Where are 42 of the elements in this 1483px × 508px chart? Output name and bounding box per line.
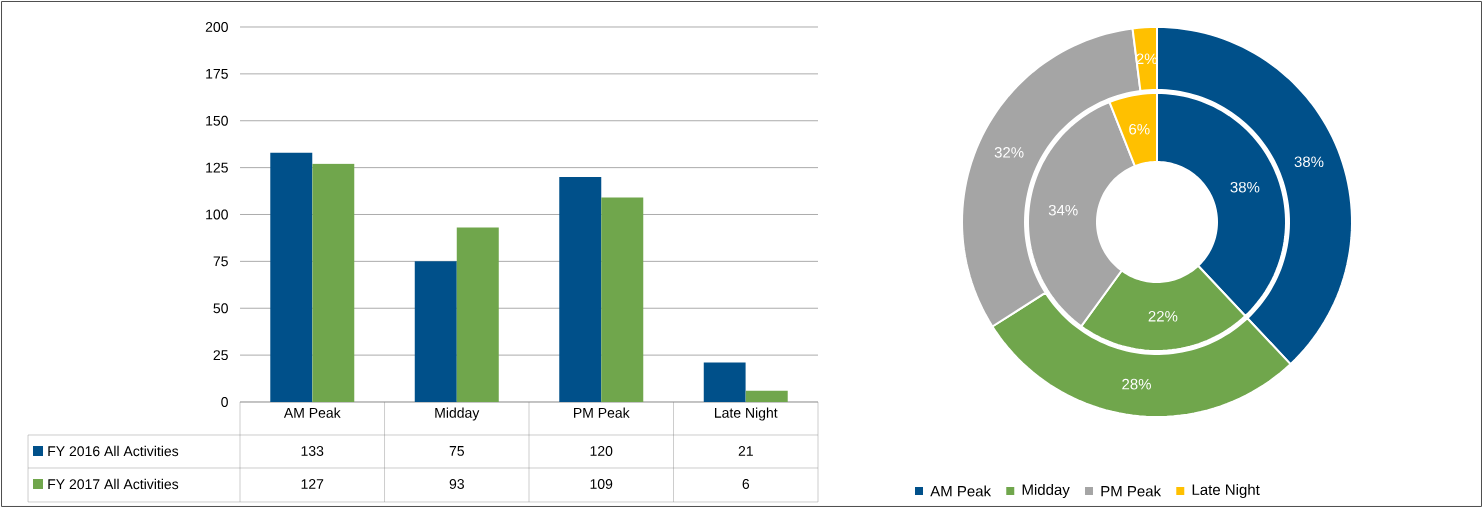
bar <box>414 261 457 402</box>
x-tick-label: Late Night <box>714 407 778 421</box>
data-label: 22% <box>1148 311 1178 322</box>
y-tick-label: 175 <box>206 68 228 79</box>
y-tick-label: 25 <box>213 350 228 361</box>
legend-label: Late Night <box>1192 483 1260 498</box>
x-tick-label: Midday <box>435 407 480 421</box>
data-label: 21 <box>738 446 753 456</box>
legend-label: AM Peak <box>930 485 992 497</box>
y-tick-label: 125 <box>206 162 228 173</box>
bar <box>703 362 746 402</box>
bar <box>745 390 788 402</box>
bar <box>270 152 313 402</box>
data-label: 6 <box>742 479 750 489</box>
data-label: 93 <box>449 479 464 489</box>
y-tick-label: 75 <box>213 256 228 267</box>
data-label: 6% <box>1129 123 1150 135</box>
y-tick-label: 100 <box>206 209 228 220</box>
bar <box>456 227 499 402</box>
data-label: 109 <box>590 479 613 489</box>
y-tick-label: 0 <box>221 397 228 407</box>
bar <box>559 176 602 402</box>
y-tick-label: 50 <box>213 303 228 314</box>
data-label: 32% <box>994 147 1024 158</box>
legend-label: Midday <box>1022 483 1070 498</box>
legend-label: FY 2017 All Activities <box>48 478 179 490</box>
legend-label: PM Peak <box>1101 485 1162 497</box>
data-label: 133 <box>301 446 324 456</box>
legend-label: FY 2016 All Activities <box>48 445 179 457</box>
bar <box>601 197 644 402</box>
x-tick-label: AM Peak <box>283 407 341 418</box>
data-label: 120 <box>590 446 613 456</box>
bar <box>312 163 355 402</box>
data-label: 28% <box>1122 378 1151 390</box>
data-label: 127 <box>301 479 324 489</box>
data-label: 38% <box>1230 181 1260 193</box>
y-tick-label: 200 <box>205 22 228 32</box>
y-tick-label: 150 <box>206 115 228 126</box>
data-label: 38% <box>1294 156 1324 168</box>
data-label: 75 <box>449 446 465 456</box>
x-tick-label: PM Peak <box>574 407 630 418</box>
data-label: 34% <box>1048 204 1078 216</box>
